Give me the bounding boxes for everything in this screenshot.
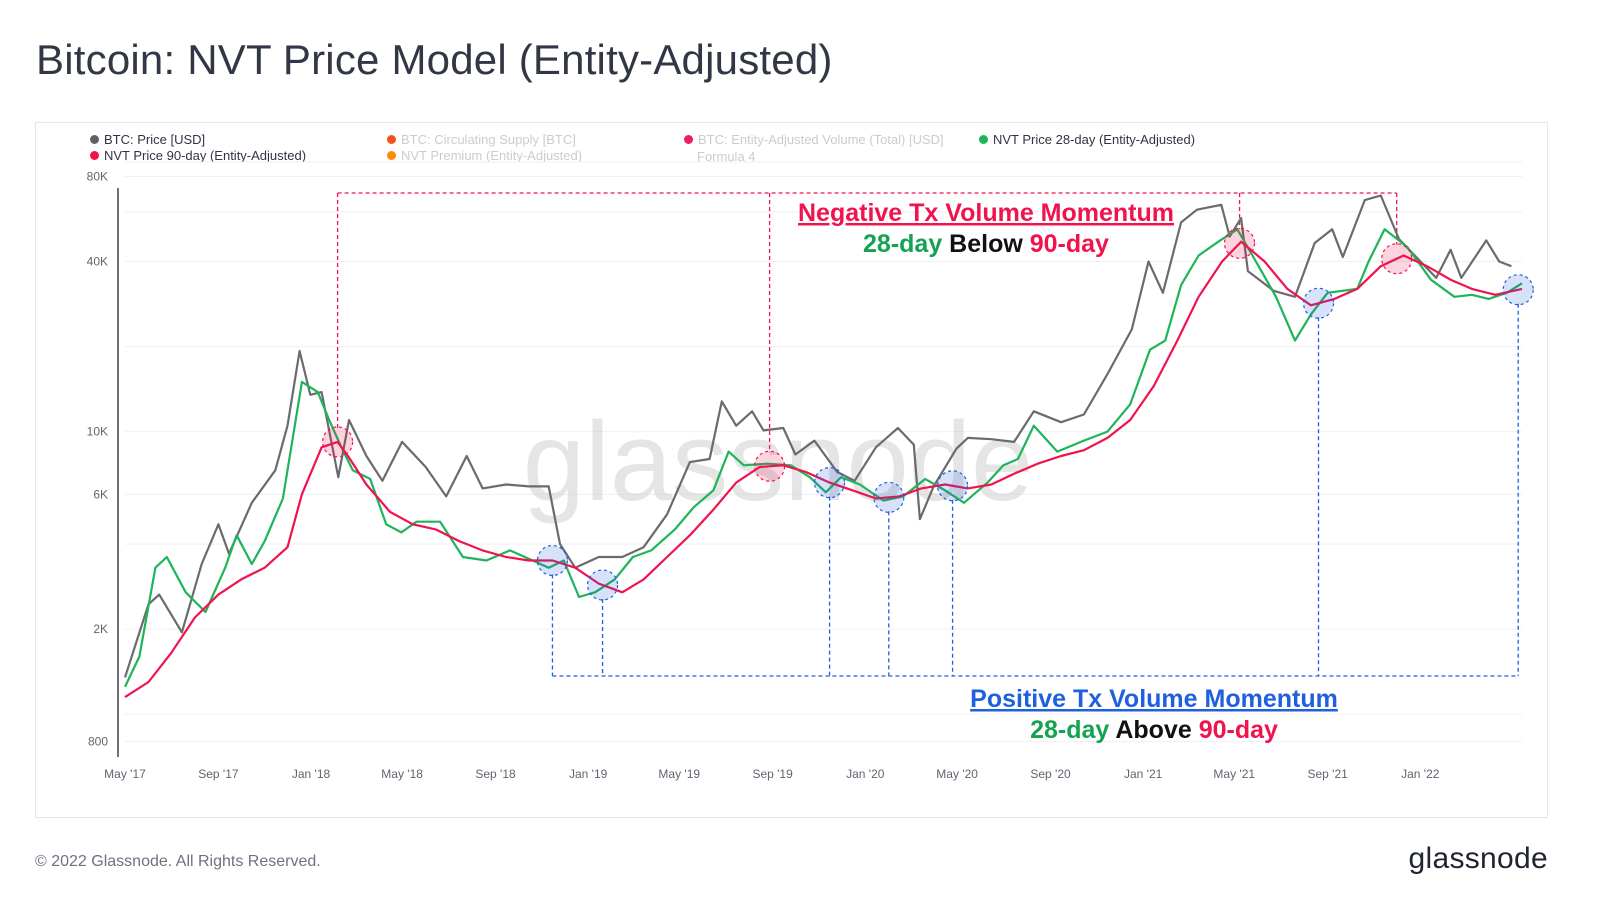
legend-label: NVT Price 28-day (Entity-Adjusted) xyxy=(993,132,1196,147)
label-90-day: 90-day xyxy=(1030,230,1109,258)
legend-dot xyxy=(90,151,99,160)
legend-label: BTC: Price [USD] xyxy=(104,132,206,147)
legend-label: NVT Premium (Entity-Adjusted) xyxy=(401,148,583,163)
x-tick-label: Sep '21 xyxy=(1307,767,1348,781)
x-tick-label: Sep '19 xyxy=(752,767,793,781)
label-below: Below xyxy=(942,230,1030,258)
series-lines xyxy=(123,194,1523,699)
legend-item-entity-adjusted-volume[interactable]: BTC: Entity-Adjusted Volume (Total) [USD… xyxy=(684,132,944,147)
legend-item-circulating-supply[interactable]: BTC: Circulating Supply [BTC] xyxy=(387,132,576,147)
negative-cross-marker xyxy=(321,426,354,458)
positive-cross-marker xyxy=(586,569,619,601)
series-line-nvt-28-day xyxy=(124,228,1523,688)
negative-momentum-heading: Negative Tx Volume Momentum xyxy=(798,199,1174,227)
positive-momentum-heading: Positive Tx Volume Momentum xyxy=(970,685,1338,713)
legend-label: NVT Price 90-day (Entity-Adjusted) xyxy=(104,148,307,163)
label-above: Above xyxy=(1109,716,1198,744)
legend-item-nvt-28-day[interactable]: NVT Price 28-day (Entity-Adjusted) xyxy=(979,132,1195,147)
legend: BTC: Price [USD] BTC: Circulating Supply… xyxy=(90,132,1290,172)
positive-cross-marker xyxy=(1302,287,1335,319)
legend-dot xyxy=(90,135,99,144)
footer-copyright: © 2022 Glassnode. All Rights Reserved. xyxy=(35,853,321,870)
legend-item-nvt-90-day[interactable]: NVT Price 90-day (Entity-Adjusted) xyxy=(90,148,306,163)
gridlines xyxy=(125,161,1522,743)
legend-dot xyxy=(387,135,396,144)
x-tick-label: Sep '20 xyxy=(1030,767,1071,781)
negative-cross-marker xyxy=(753,450,786,482)
x-tick-label: Jan '22 xyxy=(1401,767,1440,781)
y-tick-label: 40K xyxy=(87,255,108,269)
legend-item-btc-price[interactable]: BTC: Price [USD] xyxy=(90,132,205,147)
y-axis: 80K 40K 10K 6K 2K 800 xyxy=(87,169,119,757)
x-tick-label: Jan '18 xyxy=(292,767,331,781)
positive-cross-marker xyxy=(536,544,569,577)
x-tick-label: Jan '19 xyxy=(569,767,608,781)
y-tick-label: 800 xyxy=(88,735,108,749)
legend-label: BTC: Entity-Adjusted Volume (Total) [USD… xyxy=(698,132,944,147)
annotation-negative: Negative Tx Volume Momentum 28-day Below… xyxy=(798,199,1174,258)
y-tick-label: 2K xyxy=(93,622,108,636)
x-tick-label: Sep '17 xyxy=(198,767,239,781)
cross-markers xyxy=(321,227,1534,601)
page-title: Bitcoin: NVT Price Model (Entity-Adjuste… xyxy=(36,36,833,83)
x-tick-label: Jan '21 xyxy=(1124,767,1163,781)
label-28-day: 28-day xyxy=(863,230,942,258)
legend-label: BTC: Circulating Supply [BTC] xyxy=(401,132,576,147)
positive-cross-marker xyxy=(936,470,969,502)
x-tick-label: May '21 xyxy=(1213,767,1255,781)
positive-cross-marker xyxy=(813,467,846,499)
legend-item-formula-4[interactable]: Formula 4 xyxy=(697,149,756,164)
negative-cross-marker xyxy=(1381,243,1413,275)
positive-momentum-subtitle: 28-day Above 90-day xyxy=(1030,716,1278,744)
x-tick-label: May '18 xyxy=(381,767,423,781)
series-line-nvt-90-day xyxy=(124,240,1523,699)
y-tick-label: 6K xyxy=(93,487,108,501)
negative-cross-marker xyxy=(1223,227,1256,259)
legend-dot xyxy=(979,135,988,144)
legend-item-nvt-premium[interactable]: NVT Premium (Entity-Adjusted) xyxy=(387,148,582,163)
negative-momentum-subtitle: 28-day Below 90-day xyxy=(863,230,1109,258)
momentum-guides xyxy=(336,192,1519,677)
x-tick-label: May '20 xyxy=(936,767,978,781)
y-tick-label: 10K xyxy=(87,425,108,439)
x-tick-label: Jan '20 xyxy=(846,767,885,781)
y-tick-label: 80K xyxy=(87,169,108,183)
x-tick-label: Sep '18 xyxy=(475,767,516,781)
x-tick-label: May '19 xyxy=(658,767,700,781)
x-axis: May '17 Sep '17 Jan '18 May '18 Sep '18 Jan '… xyxy=(104,767,1440,781)
legend-dot xyxy=(684,135,693,144)
positive-cross-marker xyxy=(1502,274,1534,306)
annotation-positive: Positive Tx Volume Momentum 28-day Above… xyxy=(970,685,1338,744)
label-28-day: 28-day xyxy=(1030,716,1109,744)
series-line-btc-price xyxy=(123,194,1512,678)
footer-logo[interactable]: glassnode xyxy=(1408,842,1548,875)
x-tick-label: May '17 xyxy=(104,767,146,781)
positive-cross-marker xyxy=(873,481,905,513)
legend-dot xyxy=(387,151,396,160)
label-90-day: 90-day xyxy=(1199,716,1278,744)
